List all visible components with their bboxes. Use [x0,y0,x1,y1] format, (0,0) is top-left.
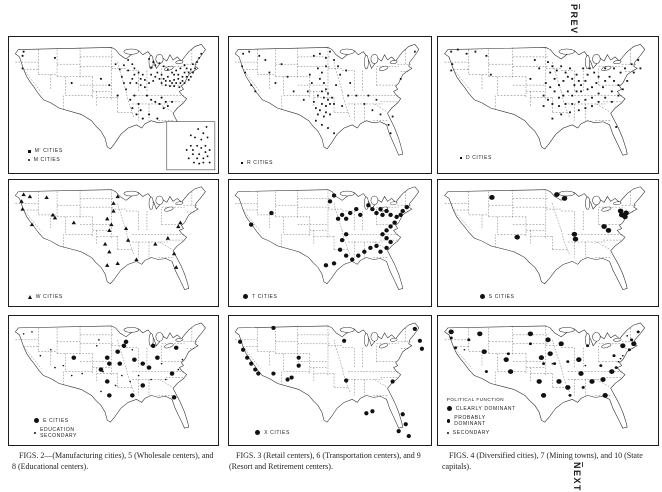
us-map-retail [234,43,420,156]
legend-row: M CITIES [27,157,63,164]
legend-label: CLEARLY DOMINANT [455,405,516,412]
legend-label: M CITIES [33,157,61,164]
us-map-state-capitals [444,322,646,429]
legend-label: E CITIES [43,417,69,424]
circle-large-marker-icon [255,430,261,436]
map-legend: T CITIES [243,294,277,300]
figure-caption-right: FIGS. 4 (Diversified cities), 7 (Mining … [442,451,643,471]
square-small-marker-icon [460,156,462,159]
legend-label: EDUCATION SECONDARY [40,426,78,439]
circle-medium-marker-icon [446,419,451,423]
prev-page-link[interactable]: PREV [569,4,579,35]
triangle-marker-icon [27,294,32,299]
map-panel-state-capitals: POLITICAL FUNCTION CLEARLY DOMINANT PROBAB… [437,315,659,446]
legend-row: SECONDARY [446,429,516,436]
legend-label: W CITIES [35,293,63,300]
legend-row: X CITIES [255,430,290,436]
legend-label: PROBABLY DOMINANT [454,414,486,427]
square-small-marker-icon [241,162,244,165]
map-legend: X CITIES [255,430,290,436]
us-map-educational [14,322,206,429]
circle-small-marker-icon [446,431,449,434]
map-panel-educational: E CITIES EDUCATION SECONDARY [8,315,219,446]
next-page-link[interactable]: NEXT [572,462,582,492]
circle-large-marker-icon [34,418,40,424]
legend-label: R CITIES [247,160,274,167]
legend-label: T CITIES [252,293,278,300]
map-panel-mining: S CITIES [437,179,659,307]
circle-large-marker-icon [479,294,485,300]
map-panel-transportation: T CITIES [228,179,432,307]
map-legend: R CITIES [241,160,273,166]
map-legend: POLITICAL FUNCTION CLEARLY DOMINANT PROBAB… [446,396,516,436]
map-panel-resort: X CITIES [228,315,432,446]
us-map-manufacturing [14,43,216,171]
legend-row: CLEARLY DOMINANT [446,405,516,412]
dot-small-marker-icon [34,431,37,434]
us-map-wholesale [14,186,206,290]
us-map-transportation [234,186,420,290]
map-legend: E CITIES EDUCATION SECONDARY [34,418,78,439]
map-legend: S CITIES [479,293,515,300]
legend-title: POLITICAL FUNCTION [446,396,505,402]
legend-label: M′ CITIES [34,148,63,155]
figure-caption-middle: FIGS. 3 (Retail centers), 6 (Transportat… [229,451,421,471]
dot-small-marker-icon [27,159,30,162]
map-legend: D CITIES [460,155,492,161]
legend-label: S CITIES [488,293,515,300]
us-map-resort [234,322,425,439]
map-legend: M′ CITIES M CITIES [27,148,63,164]
square-large-marker-icon [27,149,31,153]
scanned-paper-page: { "page": { "background": "#ffffff", "in… [0,0,662,479]
legend-row: E CITIES [34,418,70,424]
legend-row: D CITIES [460,155,492,161]
circle-large-marker-icon [243,294,249,300]
circle-large-marker-icon [446,406,452,412]
legend-row: T CITIES [243,294,277,300]
legend-row: M′ CITIES [27,148,63,155]
figure-caption-left: FIGS. 2—(Manufacturing cities), 5 (Whole… [12,451,214,471]
legend-label: D CITIES [466,154,492,161]
us-map-mining [444,186,646,290]
us-map-diversified [444,43,646,156]
map-panel-retail: R CITIES [228,36,432,174]
map-panel-manufacturing: M′ CITIES M CITIES [8,36,219,174]
legend-row: EDUCATION SECONDARY [34,426,78,439]
map-legend: W CITIES [27,293,63,300]
legend-label: X CITIES [264,429,290,436]
map-panel-wholesale: W CITIES [8,179,219,307]
legend-row: W CITIES [27,293,63,300]
legend-row: S CITIES [479,293,515,300]
map-panel-diversified: D CITIES [437,36,659,174]
legend-label: SECONDARY [452,429,490,436]
legend-row: PROBABLY DOMINANT [446,414,516,427]
legend-row: R CITIES [241,160,273,166]
